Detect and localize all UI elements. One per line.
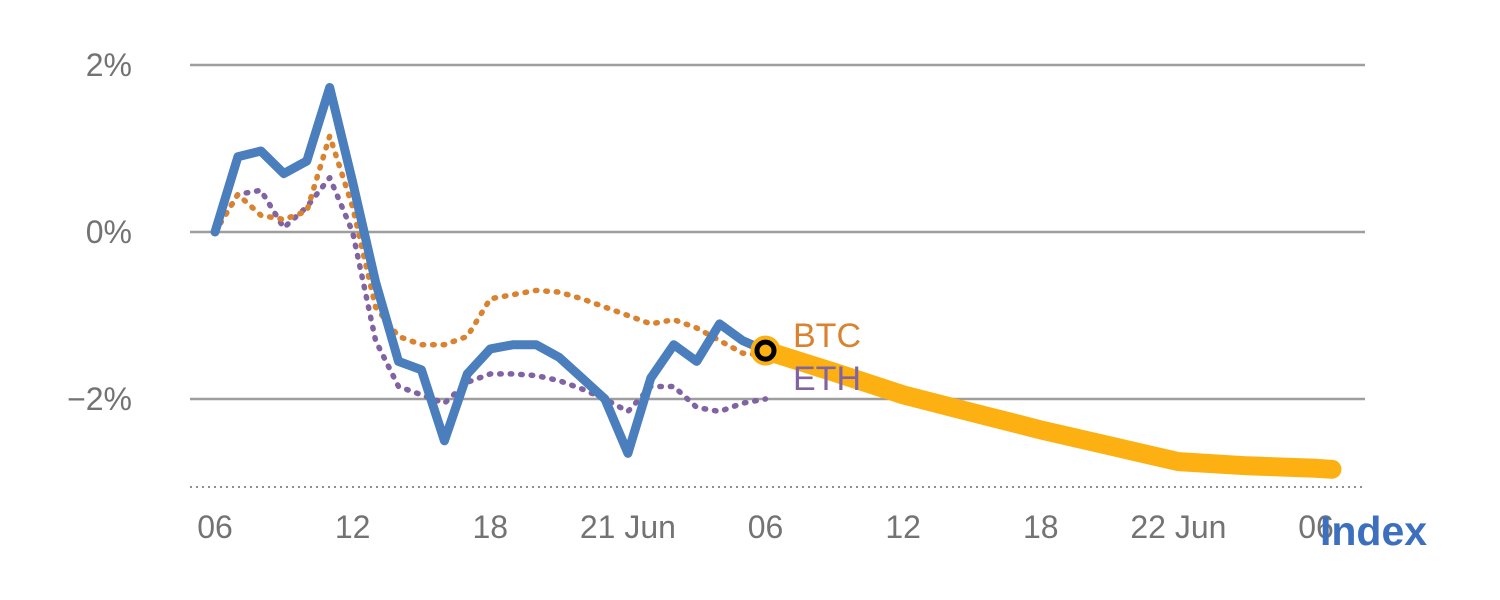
projection-band-group [756, 341, 1342, 479]
btc-line [212, 133, 769, 359]
index-line [210, 83, 770, 458]
x-axis-labels: 06 12 18 21 Jun 06 12 18 22 Jun 06 [197, 509, 1334, 545]
eth-series-label: ETH [793, 360, 861, 398]
y-axis-labels: 2% 0% −2% [67, 47, 132, 417]
x-tick-label: 12 [885, 509, 921, 545]
x-tick-label: 06 [1298, 509, 1334, 545]
eth-line [212, 174, 769, 415]
endpoint-marker-group [750, 335, 781, 366]
endpoint-marker [754, 339, 777, 362]
y-tick-label: 2% [86, 47, 132, 83]
series-lines [210, 83, 770, 458]
x-tick-label: 21 Jun [580, 509, 676, 545]
x-tick-label: 22 Jun [1130, 509, 1226, 545]
projection-band [756, 341, 1342, 479]
index-series-label: Index [1320, 508, 1427, 554]
x-tick-label: 06 [197, 509, 233, 545]
btc-series-label: BTC [793, 317, 861, 355]
x-tick-label: 12 [335, 509, 371, 545]
x-tick-label: 06 [748, 509, 784, 545]
y-tick-label: 0% [86, 214, 132, 250]
x-tick-label: 18 [1023, 509, 1059, 545]
gridlines [190, 63, 1365, 401]
y-tick-label: −2% [67, 381, 132, 417]
x-tick-label: 18 [472, 509, 508, 545]
